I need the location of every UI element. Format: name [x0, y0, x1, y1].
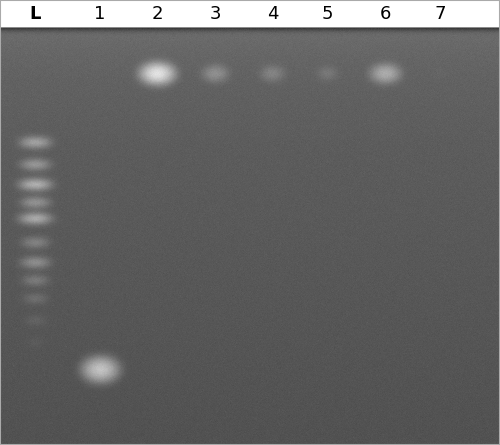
Text: 5: 5	[322, 5, 333, 24]
Text: 2: 2	[152, 5, 163, 24]
Text: 1: 1	[94, 5, 106, 24]
Text: 4: 4	[267, 5, 278, 24]
Text: 7: 7	[434, 5, 446, 24]
Text: 3: 3	[209, 5, 221, 24]
Text: L: L	[30, 5, 40, 24]
Text: 6: 6	[380, 5, 390, 24]
